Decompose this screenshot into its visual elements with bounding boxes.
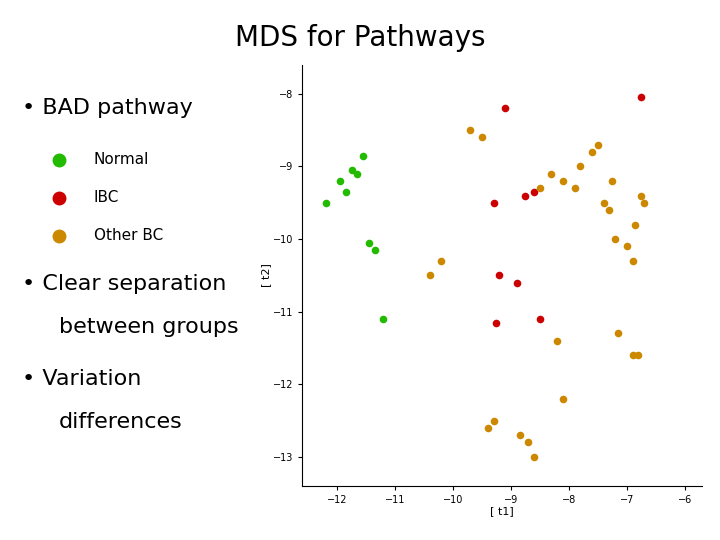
- Point: [598, 199, 609, 207]
- Text: • Clear separation: • Clear separation: [22, 274, 226, 294]
- Text: Other BC: Other BC: [94, 228, 163, 244]
- Point: [476, 133, 487, 141]
- X-axis label: [ t1]: [ t1]: [490, 507, 514, 516]
- Point: [490, 318, 502, 327]
- Text: differences: differences: [59, 411, 183, 431]
- Point: [351, 170, 363, 178]
- Point: [630, 220, 642, 229]
- Point: [487, 416, 499, 425]
- Point: [364, 238, 375, 247]
- Point: [609, 235, 621, 244]
- Text: IBC: IBC: [94, 191, 119, 205]
- Point: [528, 453, 540, 461]
- Point: [575, 162, 586, 171]
- Text: • Variation: • Variation: [22, 369, 141, 389]
- Point: [482, 423, 493, 432]
- Point: [340, 187, 351, 196]
- Point: [320, 199, 331, 207]
- Point: [514, 431, 526, 440]
- Point: [621, 242, 632, 251]
- Point: [523, 438, 534, 447]
- Point: [586, 147, 598, 156]
- Point: [569, 184, 580, 193]
- Text: between groups: between groups: [59, 316, 238, 336]
- Point: [534, 184, 546, 193]
- Point: [500, 104, 511, 113]
- Point: [487, 199, 499, 207]
- Point: [528, 187, 540, 196]
- Text: • BAD pathway: • BAD pathway: [22, 98, 192, 118]
- Text: MDS for Pathways: MDS for Pathways: [235, 24, 485, 52]
- Point: [369, 246, 381, 254]
- Point: [493, 271, 505, 280]
- Point: [346, 166, 357, 174]
- Text: Normal: Normal: [94, 152, 149, 167]
- Point: [546, 170, 557, 178]
- Point: [636, 93, 647, 102]
- Point: [436, 256, 447, 265]
- Y-axis label: [ t2]: [ t2]: [261, 264, 271, 287]
- Point: [612, 329, 624, 338]
- Point: [552, 336, 563, 345]
- Point: [636, 191, 647, 200]
- Point: [633, 351, 644, 360]
- Point: [603, 206, 615, 214]
- Point: [592, 140, 603, 149]
- Point: [557, 395, 569, 403]
- Point: [626, 351, 638, 360]
- Point: [520, 191, 531, 200]
- Point: [511, 278, 523, 287]
- Point: [606, 177, 618, 185]
- Point: [626, 256, 638, 265]
- Point: [464, 126, 476, 134]
- Point: [534, 315, 546, 323]
- Point: [639, 199, 650, 207]
- Point: [357, 151, 369, 160]
- Point: [557, 177, 569, 185]
- Point: [424, 271, 436, 280]
- Point: [334, 177, 346, 185]
- Point: [378, 315, 390, 323]
